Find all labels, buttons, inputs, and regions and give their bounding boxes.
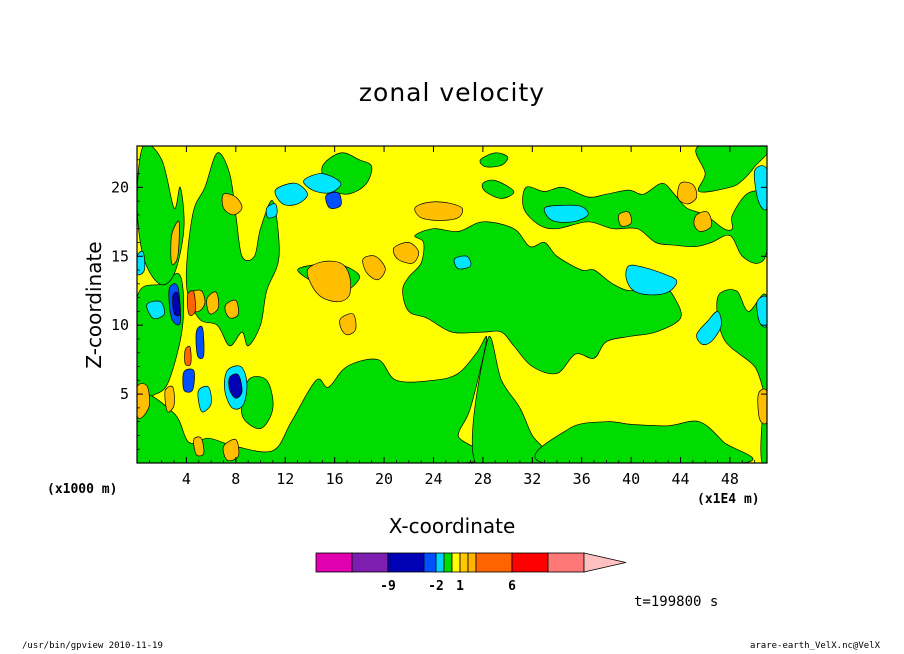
x-tick-label: 48: [721, 470, 739, 488]
footer-program-date: /usr/bin/gpview 2010-11-19: [22, 641, 163, 651]
contour-region-blue: [182, 368, 195, 393]
x-axis: 4 8 12 16 20 24 28 32 36 40 44 48: [136, 146, 768, 488]
colorbar-box: [459, 552, 469, 573]
contour-region-orange: [164, 385, 175, 413]
colorbar: -9 -2 1 6: [315, 552, 627, 594]
contour-region-green: [695, 146, 767, 193]
x-tick-label: 28: [474, 470, 492, 488]
contour-region-darkorange: [186, 290, 196, 316]
x-tick-label: 24: [424, 470, 442, 488]
contour-region-orange: [193, 436, 205, 457]
contour-region-orange: [677, 181, 698, 205]
x-tick-label: 32: [523, 470, 541, 488]
contour-region-cyan: [274, 182, 308, 206]
contour-region-orange: [170, 220, 180, 265]
x-tick-label: 16: [326, 470, 344, 488]
colorbar-label: 1: [456, 579, 464, 594]
contour-region-darkblue: [228, 373, 243, 399]
colorbar-box: [547, 552, 585, 573]
contour-region-cyan: [696, 311, 722, 346]
colorbar-box: [475, 552, 513, 573]
colorbar-box: [423, 552, 437, 573]
contour-region-blue: [195, 325, 205, 360]
x-tick-label: 40: [622, 470, 640, 488]
contour-region-orange: [757, 388, 767, 425]
colorbar-box: [435, 552, 445, 573]
contour-region-orange: [392, 242, 420, 264]
colorbar-label: -9: [380, 579, 396, 594]
x-unit-label: (x1E4 m): [697, 492, 760, 507]
contour-region-orange: [137, 383, 150, 420]
x-tick-label: 12: [276, 470, 294, 488]
y-axis-label: Z-coordinate: [82, 241, 106, 369]
y-tick-label: 10: [111, 316, 129, 334]
colorbar-box: [351, 552, 389, 573]
contour-region-green: [522, 182, 767, 264]
y-tick-label: 15: [111, 247, 129, 265]
contour-region-orange: [224, 299, 239, 319]
contour-region-cyan: [453, 255, 472, 270]
chart-title: zonal velocity: [358, 78, 546, 107]
time-label: t=199800 s: [634, 594, 719, 610]
colorbar-box: [451, 552, 461, 573]
contour-region-orange: [306, 260, 352, 303]
x-tick-label: 36: [573, 470, 591, 488]
contour-region-green: [402, 221, 682, 375]
colorbar-label: -2: [428, 579, 444, 594]
x-tick-label: 20: [375, 470, 393, 488]
contour-region-cyan: [753, 165, 767, 211]
y-unit-label: (x1000 m): [47, 482, 118, 497]
contour-region-green: [534, 420, 754, 463]
contour-region-green: [241, 376, 274, 429]
colorbar-box: [387, 552, 425, 573]
contour-region-green: [479, 152, 509, 168]
contour-region-cyan: [756, 295, 767, 328]
colorbar-label: 6: [508, 579, 516, 594]
x-axis-label: X-coordinate: [388, 514, 516, 538]
contour-region-orange: [693, 211, 713, 232]
contour-region-orange: [617, 211, 632, 227]
contour-region-darkorange: [184, 345, 192, 367]
contour-region-orange: [339, 313, 357, 336]
x-tick-label: 44: [671, 470, 689, 488]
contour-field: [137, 146, 767, 463]
colorbar-arrow: [583, 552, 627, 573]
x-tick-label: 4: [182, 470, 191, 488]
contour-region-orange: [414, 201, 464, 221]
contour-region-green: [481, 179, 515, 199]
contour-region-cyan: [146, 300, 165, 320]
y-tick-label: 20: [111, 178, 129, 196]
contour-region-orange: [362, 255, 386, 281]
contour-region-cyan: [303, 173, 342, 194]
colorbar-box: [511, 552, 549, 573]
contour-region-orange: [221, 193, 243, 216]
colorbar-box: [315, 552, 353, 573]
contour-region-cyan: [197, 385, 212, 413]
contour-region-green: [472, 336, 554, 463]
colorbar-box: [443, 552, 453, 573]
contour-region-orange: [206, 291, 220, 315]
contour-region-blue: [325, 191, 342, 209]
x-tick-label: 8: [231, 470, 240, 488]
plot-frame: [136, 145, 768, 464]
contour-region-cyan: [137, 250, 146, 276]
contour-region-cyan: [543, 204, 589, 223]
colorbar-box: [467, 552, 477, 573]
y-tick-label: 5: [120, 385, 129, 403]
y-axis: 5 10 15 20: [111, 145, 767, 464]
contour-region-darkblue: [172, 291, 181, 317]
contour-region-orange: [222, 438, 240, 462]
footer-file-variable: arare-earth_VelX.nc@VelX: [749, 641, 880, 651]
contour-region-cyan: [625, 264, 678, 296]
contour-region-cyan: [265, 203, 278, 219]
contour-region-green: [716, 289, 767, 397]
